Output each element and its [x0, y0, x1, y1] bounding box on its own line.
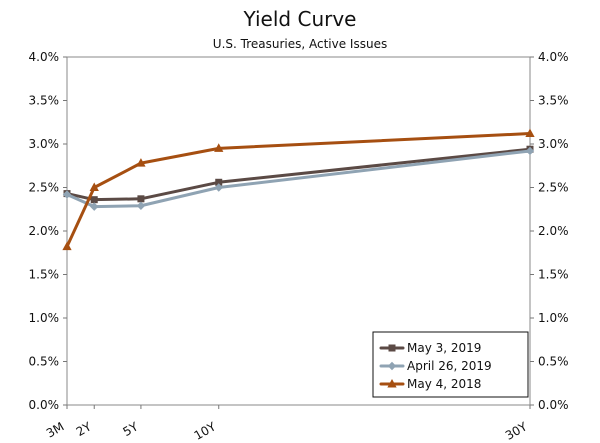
y-right-tick-label: 2.0% — [538, 224, 569, 238]
series-point-2-3 — [136, 201, 146, 210]
x-tick-label: 10Y — [192, 419, 219, 443]
series-point-3-3 — [136, 158, 146, 167]
legend-marker-3 — [387, 378, 397, 388]
y-right-tick-label: 3.5% — [538, 94, 569, 108]
y-right-tick-label: 0.5% — [538, 355, 569, 369]
legend-label-3: May 4, 2018 — [407, 377, 481, 391]
y-left-tick-label: 0.5% — [29, 355, 60, 369]
legend: May 3, 2019 April 26, 2019 May 4, 2018 — [372, 331, 529, 398]
series-layer — [62, 128, 535, 251]
x-tick-label: 30Y — [503, 419, 530, 443]
y-left-tick-label: 4.0% — [29, 50, 60, 64]
series-point-1-2 — [90, 196, 98, 204]
y-right-tick-label: 4.0% — [538, 50, 569, 64]
y-right-tick-label: 1.0% — [538, 311, 569, 325]
series-3 — [62, 128, 535, 251]
y-right-tick-label: 0.0% — [538, 398, 569, 412]
x-tick-label: 2Y — [74, 419, 95, 439]
y-left-tick-label: 2.5% — [29, 181, 60, 195]
legend-label-2: April 26, 2019 — [407, 359, 492, 373]
series-point-3-2 — [89, 182, 99, 191]
legend-marker-1 — [388, 344, 396, 352]
y-right-tick-label: 2.5% — [538, 181, 569, 195]
series-point-2-5 — [525, 146, 535, 156]
y-axis-right: 0.0% 0.5% 1.0% 1.5% 2.0% 2.5% 3.0% 3.5% 4.0% — [530, 50, 569, 412]
y-left-tick-label: 1.5% — [29, 268, 60, 282]
y-left-tick-label: 0.0% — [29, 398, 60, 412]
chart-title: Yield Curve — [243, 7, 357, 31]
series-point-2-1 — [62, 190, 72, 199]
series-point-3-1 — [62, 241, 72, 251]
x-tick-label: 3M — [44, 419, 67, 440]
y-left-tick-label: 3.0% — [29, 137, 60, 151]
series-point-2-2 — [90, 202, 99, 211]
y-axis-left: 0.0% 0.5% 1.0% 1.5% 2.0% 2.5% 3.0% 3.5% 4.0% — [29, 50, 67, 412]
y-right-tick-label: 3.0% — [538, 137, 569, 151]
legend-marker-2 — [387, 361, 397, 371]
x-tick-label: 5Y — [120, 419, 141, 439]
y-left-tick-label: 3.5% — [29, 94, 60, 108]
y-left-tick-label: 2.0% — [29, 224, 60, 238]
series-2 — [62, 146, 535, 211]
series-point-3-4 — [214, 143, 224, 152]
chart-subtitle: U.S. Treasuries, Active Issues — [213, 37, 387, 51]
series-point-2-4 — [214, 183, 223, 192]
series-point-1-3 — [137, 195, 145, 203]
x-axis: 3M 2Y 5Y 10Y 30Y — [44, 405, 531, 443]
y-right-tick-label: 1.5% — [538, 268, 569, 282]
series-point-3-5 — [525, 128, 535, 138]
legend-label-1: May 3, 2019 — [407, 341, 481, 355]
y-left-tick-label: 1.0% — [29, 311, 60, 325]
